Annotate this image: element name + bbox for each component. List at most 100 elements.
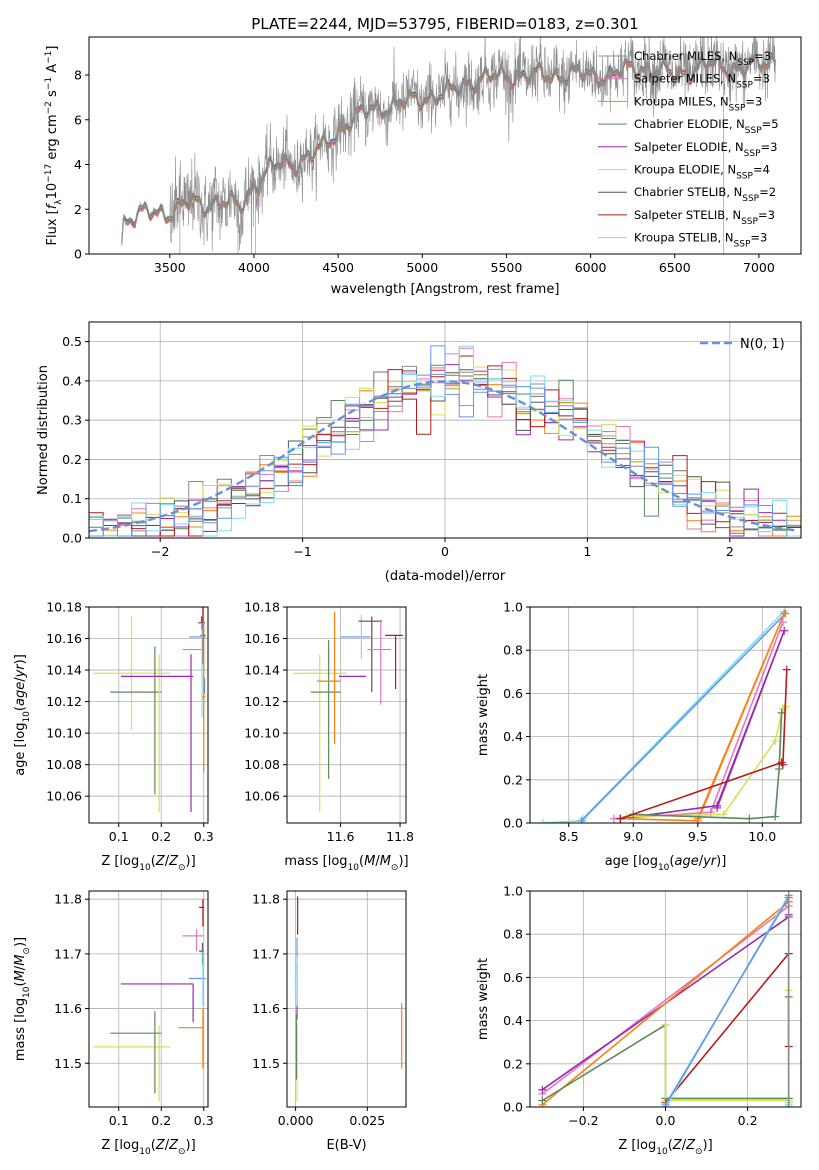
legend-entry: Kroupa STELIB, NSSP=3 (634, 231, 767, 250)
x-tick-label: 1 (583, 544, 591, 559)
y-axis-label: Flux [fλ10−17 erg cm−2 s−1 A−1] (44, 46, 64, 246)
y-tick-label: 0.0 (503, 816, 523, 831)
y-tick-label: 10.10 (244, 726, 280, 741)
legend-entry: Salpeter STELIB, NSSP=3 (634, 208, 775, 227)
y-tick-label: 0.4 (503, 729, 523, 744)
legend-entry: Chabrier ELODIE, NSSP=5 (634, 117, 779, 136)
y-tick-label: 0 (74, 247, 82, 262)
errorbar-point (200, 607, 206, 664)
x-tick-label: 8.5 (559, 829, 579, 844)
legend-entry: Chabrier MILES, NSSP=3 (634, 49, 771, 68)
x-axis-label: wavelength [Angstrom, rest frame] (331, 282, 560, 297)
plot-frame (88, 890, 209, 1108)
x-tick-label: 6500 (659, 260, 691, 275)
y-tick-label: 0.0 (503, 1100, 523, 1115)
errorbar-point (93, 616, 170, 730)
x-tick-label: 9.0 (623, 829, 643, 844)
series-line (616, 665, 791, 823)
residuals-panel: −2 −1 0 1 2 0.0 0.1 0.2 0.3 0.4 0.5 (data-model)/er… (36, 321, 802, 584)
histogram-series (89, 347, 801, 537)
x-axis-label: (data-model)/error (385, 569, 506, 584)
series-path (620, 630, 785, 820)
y-tick-label: 6 (74, 112, 82, 127)
mass-vs-EBV-panel: 0.000 0.025 11.5 11.6 11.7 11.8 E(B-V) (252, 890, 407, 1153)
y-axis-label: Normed distribution (36, 365, 51, 495)
x-tick-label: 0.2 (738, 1113, 758, 1128)
x-tick-label: 4000 (238, 260, 270, 275)
mass-weight-vs-age-panel: 8.5 9.0 9.5 10.0 0.0 0.2 0.4 0.6 0.8 1.0 age [log1… (476, 600, 802, 873)
series-marker (661, 1020, 670, 1029)
y-tick-label: 11.8 (252, 892, 280, 907)
x-tick-label: 5500 (491, 260, 523, 275)
plot-frame (529, 606, 802, 824)
x-axis-label: E(B-V) (326, 1138, 366, 1153)
y-tick-label: 11.5 (252, 1056, 280, 1071)
histogram-series (89, 345, 801, 537)
series-marker (780, 626, 789, 635)
series-lines (538, 607, 791, 823)
series-marker (778, 618, 787, 627)
x-tick-label: 3500 (154, 260, 186, 275)
y-tick-label: 0.0 (62, 531, 82, 546)
series-lines (538, 891, 793, 1107)
observed-spectrum-line (121, 37, 776, 254)
normal-curve (89, 380, 799, 533)
y-tick-label: 10.10 (46, 726, 82, 741)
y-tick-label: 0.2 (503, 1056, 523, 1071)
series-marker (538, 1096, 547, 1105)
series-marker (577, 816, 586, 823)
y-tick-label: 11.7 (54, 946, 82, 961)
spectrum-legend: Chabrier MILES, NSSP=3 Salpeter MILES, NS… (598, 49, 779, 250)
x-tick-label: 9.5 (688, 829, 708, 844)
legend-entry: N(0, 1) (740, 337, 785, 352)
y-tick-label: 0.4 (503, 1013, 523, 1028)
plot-frame (286, 606, 407, 824)
y-tick-label: 10.12 (244, 694, 280, 709)
errorbars (93, 607, 206, 812)
age-vs-Z-panel: 0.1 0.2 0.3 10.06 10.08 10.10 10.12 10.14 10.16 1… (13, 600, 214, 874)
x-tick-label: 7000 (743, 260, 775, 275)
x-tick-label: 0.3 (194, 1113, 214, 1128)
mass-vs-Z-panel: 0.1 0.2 0.3 11.5 11.6 11.7 11.8 Z [log10(Z/Z⊙)]… (13, 890, 214, 1157)
x-tick-label: 0.1 (109, 829, 129, 844)
series-marker (780, 609, 789, 618)
x-axis-label: mass [log10(M/M⊙)] (284, 854, 408, 873)
series-marker (784, 891, 793, 900)
y-axis-label: mass weight (476, 674, 491, 756)
x-tick-label: −2 (151, 544, 169, 559)
age-vs-mass-panel: 11.6 11.8 10.06 10.08 10.10 10.12 10.14 10.16 10… (244, 600, 414, 874)
y-tick-label: 10.08 (46, 757, 82, 772)
y-tick-label: 10.16 (46, 631, 82, 646)
y-tick-label: 11.5 (54, 1056, 82, 1071)
x-tick-label: 0.3 (194, 829, 214, 844)
y-tick-label: 10.08 (244, 757, 280, 772)
series-line (784, 891, 793, 1107)
x-tick-label: 2 (726, 544, 734, 559)
series-path (542, 610, 785, 823)
x-tick-label: 0.000 (278, 1113, 314, 1128)
errorbars (295, 896, 403, 1102)
y-tick-label: 1.0 (503, 884, 523, 899)
series-marker (538, 819, 547, 823)
x-tick-label: 10.0 (748, 829, 776, 844)
y-tick-label: 0.1 (62, 491, 82, 506)
panels: 3500 4000 4500 5000 5500 6000 6500 7000 0 2 4 6 8 wav… (13, 36, 802, 1157)
x-tick-label: 4500 (322, 260, 354, 275)
y-tick-label: 11.6 (54, 1001, 82, 1016)
series-marker (771, 812, 780, 821)
series-path (664, 897, 790, 1106)
series-marker (713, 803, 722, 812)
x-tick-label: 0 (441, 544, 449, 559)
y-tick-label: 10.06 (46, 789, 82, 804)
y-tick-label: 0.2 (62, 452, 82, 467)
series-line (616, 626, 789, 823)
series-marker (778, 760, 787, 769)
y-tick-label: 0.4 (62, 373, 82, 388)
legend-entry: Chabrier STELIB, NSSP=2 (634, 185, 776, 204)
x-tick-label: −0.2 (568, 1113, 598, 1128)
legend-entry: Salpeter MILES, NSSP=3 (634, 72, 770, 91)
x-axis-label: Z [log10(Z/Z⊙)] (618, 1138, 712, 1157)
y-axis-label: mass weight (476, 958, 491, 1040)
x-axis-label: Z [log10(Z/Z⊙)] (101, 1138, 195, 1157)
y-tick-label: 0.5 (62, 334, 82, 349)
